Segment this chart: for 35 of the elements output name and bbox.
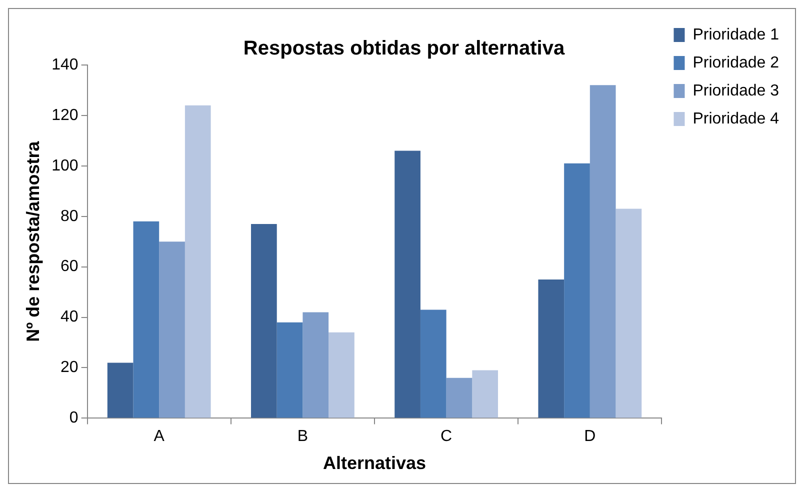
x-tick-label: D: [584, 428, 596, 446]
x-axis-title: Alternativas: [322, 453, 426, 474]
x-tick-label: C: [440, 428, 452, 446]
legend-label: Prioridade 2: [692, 54, 780, 72]
bar: [133, 221, 160, 418]
x-tick-label: A: [154, 428, 165, 446]
bar: [616, 208, 642, 418]
legend-label: Prioridade 3: [692, 82, 780, 100]
bar: [276, 322, 303, 418]
bar: [184, 105, 211, 418]
legend-label: Prioridade 4: [692, 110, 780, 128]
y-tick-label: 80: [60, 208, 78, 225]
legend-label: Prioridade 1: [692, 26, 780, 44]
y-tick-label: 20: [60, 359, 78, 376]
y-axis-title: Nº de resposta/amostra: [22, 140, 43, 342]
bar: [446, 378, 472, 418]
y-tick-label: 0: [69, 410, 78, 427]
bar: [472, 370, 498, 418]
y-tick-label: 100: [52, 157, 78, 174]
bar: [420, 310, 446, 418]
bar: [302, 312, 329, 418]
x-tick-label: B: [297, 428, 308, 446]
y-tick-label: 40: [60, 308, 78, 326]
y-tick-label: 60: [60, 258, 78, 276]
bar: [590, 85, 616, 418]
bar: [328, 332, 354, 418]
y-tick-label: 140: [52, 56, 78, 74]
bar: [159, 242, 185, 418]
chart-title: Respostas obtidas por alternativa: [243, 38, 566, 60]
bar: [538, 279, 564, 418]
bar: [564, 163, 590, 418]
bar: [394, 150, 420, 418]
y-tick-label: 120: [52, 106, 78, 124]
bar: [107, 362, 134, 418]
bar: [251, 224, 277, 418]
